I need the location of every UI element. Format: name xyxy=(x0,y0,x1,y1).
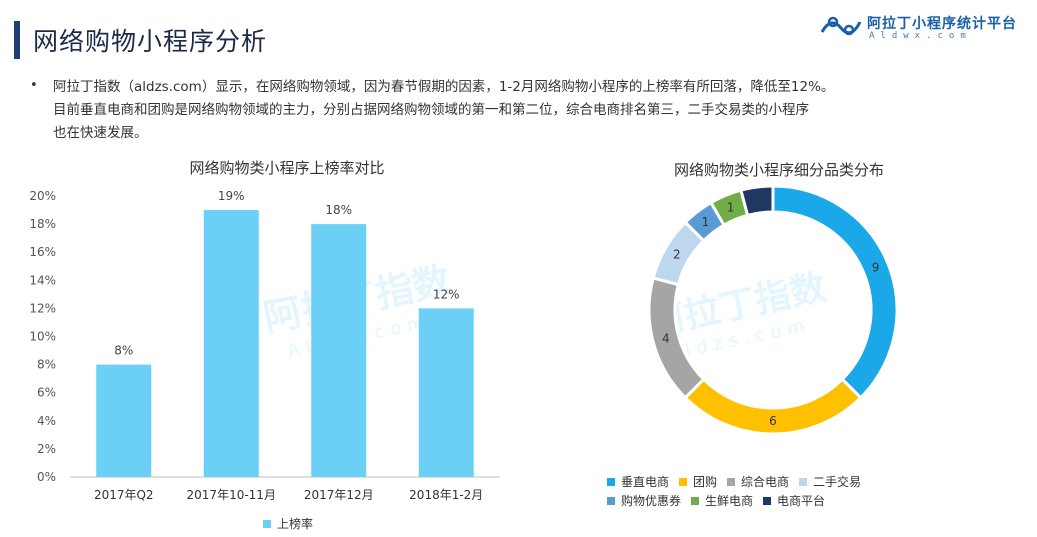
donut-legend-swatch xyxy=(607,496,615,505)
donut-legend-item: 生鲜电商 xyxy=(691,492,753,509)
bar-data-label: 18% xyxy=(325,203,352,217)
donut-data-label: 6 xyxy=(769,414,777,428)
brand-logo: 阿拉丁小程序统计平台 Aldwx.com xyxy=(819,10,1019,46)
summary-line-2: 目前垂直电商和团购是网络购物领域的主力，分别占据网络购物领域的第一和第二位，综合… xyxy=(53,102,809,118)
donut-legend-item: 团购 xyxy=(679,473,717,490)
y-tick-label: 12% xyxy=(29,301,56,315)
donut-legend-item: 购物优惠券 xyxy=(607,492,681,509)
y-tick-label: 6% xyxy=(37,386,56,400)
bar-data-label: 8% xyxy=(114,344,133,358)
y-tick-label: 10% xyxy=(29,330,56,344)
x-tick-label: 2018年1-2月 xyxy=(409,488,483,502)
y-tick-label: 8% xyxy=(37,358,56,372)
bar-chart: 阿拉丁指数Aldzs.com网络购物类小程序上榜率对比0%2%4%6%8%10%… xyxy=(29,159,500,502)
bar-legend-item: 上榜率 xyxy=(263,515,313,532)
donut-legend-label: 电商平台 xyxy=(777,494,826,508)
donut-legend-item: 二手交易 xyxy=(799,473,861,490)
bullet-marker: • xyxy=(30,78,38,93)
bar-data-label: 19% xyxy=(218,189,245,203)
donut-legend-item: 综合电商 xyxy=(727,473,789,490)
donut-legend-label: 垂直电商 xyxy=(621,475,670,489)
donut-legend-label: 生鲜电商 xyxy=(705,494,754,508)
donut-legend-item: 电商平台 xyxy=(763,492,825,509)
donut-legend-item: 垂直电商 xyxy=(607,473,669,490)
bar xyxy=(96,364,152,477)
logo-name: 阿拉丁小程序统计平台 xyxy=(867,16,1017,32)
bar-legend: 上榜率 xyxy=(263,515,313,532)
donut-data-label: 2 xyxy=(673,248,681,262)
summary-line-1: 阿拉丁指数（aldzs.com）显示，在网络购物领域，因为春节假期的因素，1-2… xyxy=(53,79,835,95)
donut-slice xyxy=(739,184,775,218)
bar xyxy=(203,210,259,478)
donut-data-label: 1 xyxy=(702,215,710,229)
donut-data-label: 9 xyxy=(872,261,880,275)
donut-legend-label: 综合电商 xyxy=(741,475,790,489)
bar-legend-label: 上榜率 xyxy=(277,517,314,531)
donut-legend-swatch xyxy=(679,477,688,486)
donut-data-label: 1 xyxy=(727,200,735,214)
donut-legend-label: 二手交易 xyxy=(813,475,862,489)
donut-legend-swatch xyxy=(727,477,736,486)
logo-icon xyxy=(820,16,862,36)
y-tick-label: 16% xyxy=(29,245,56,259)
logo-url: Aldwx.com xyxy=(869,31,972,41)
bar xyxy=(311,224,367,477)
x-tick-label: 2017年10-11月 xyxy=(187,488,276,502)
bar-data-label: 12% xyxy=(433,287,460,301)
donut-legend-swatch xyxy=(799,477,808,486)
donut-legend-row-1: 垂直电商 团购 综合电商 二手交易 xyxy=(607,473,861,490)
y-tick-label: 20% xyxy=(29,189,56,203)
y-tick-label: 18% xyxy=(29,217,56,231)
donut-legend-swatch xyxy=(607,477,615,486)
donut-chart-title: 网络购物类小程序细分品类分布 xyxy=(674,161,884,179)
donut-legend-swatch xyxy=(691,496,700,505)
summary-line-3: 也在快速发展。 xyxy=(53,125,148,141)
bar-legend-swatch xyxy=(263,519,271,528)
donut-legend-label: 购物优惠券 xyxy=(621,494,682,508)
donut-data-label: 1 xyxy=(755,193,763,207)
title-accent-bar xyxy=(14,21,20,59)
x-tick-label: 2017年Q2 xyxy=(94,488,154,502)
bar xyxy=(418,308,474,477)
y-tick-label: 0% xyxy=(37,470,56,484)
y-tick-label: 4% xyxy=(37,414,56,428)
y-tick-label: 14% xyxy=(29,273,56,287)
donut-legend-label: 团购 xyxy=(693,475,718,489)
summary-text: 阿拉丁指数（aldzs.com）显示，在网络购物领域，因为春节假期的因素，1-2… xyxy=(33,76,933,145)
bar-chart-title: 网络购物类小程序上榜率对比 xyxy=(189,159,384,177)
donut-data-label: 4 xyxy=(662,332,670,346)
donut-legend-row-2: 购物优惠券 生鲜电商 电商平台 xyxy=(607,492,825,509)
x-tick-label: 2017年12月 xyxy=(304,488,374,502)
donut-legend-swatch xyxy=(763,496,772,505)
page-title: 网络购物小程序分析 xyxy=(33,27,268,56)
y-tick-label: 2% xyxy=(37,442,56,456)
